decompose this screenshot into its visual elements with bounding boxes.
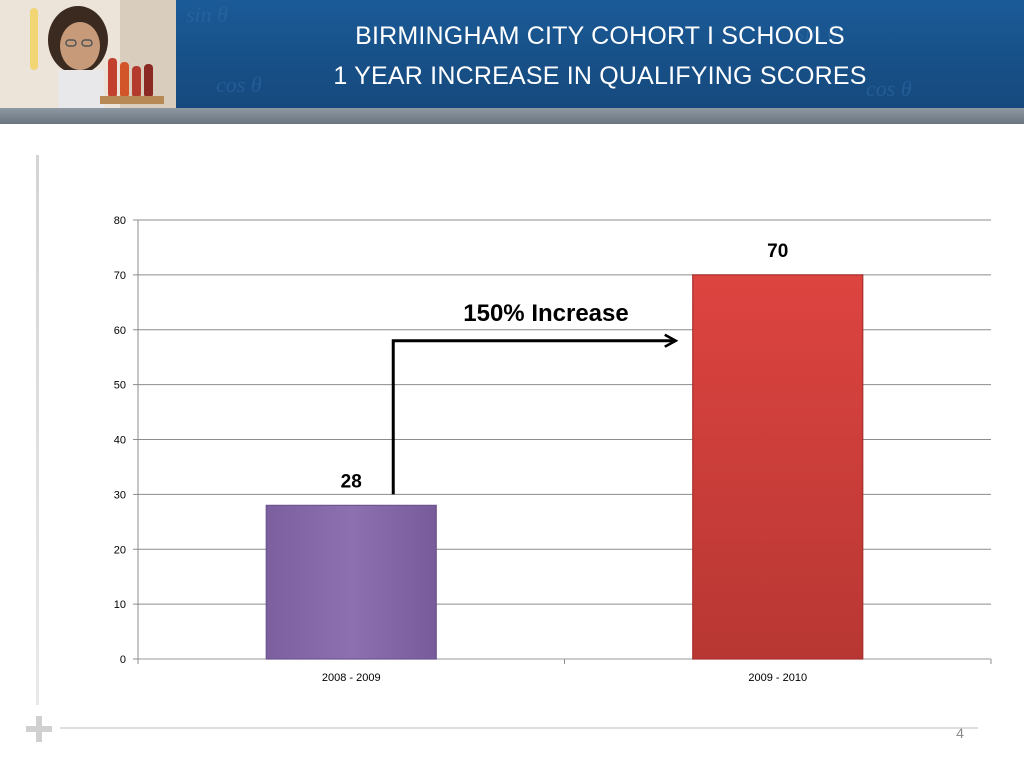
increase-annotation: 150% Increase: [463, 300, 628, 327]
x-tick-label: 2009 - 2010: [748, 672, 807, 684]
y-tick-label: 80: [114, 215, 126, 227]
header-divider-bar: [0, 108, 1024, 124]
y-tick-label: 70: [114, 270, 126, 282]
increase-arrow: [391, 341, 675, 495]
y-tick-label: 0: [120, 654, 126, 666]
page-number: 4: [956, 725, 964, 741]
footer-rule: [60, 727, 978, 729]
y-tick-label: 20: [114, 544, 126, 556]
header-decoration: sin θ sin θ cos θ cos θ: [186, 2, 912, 101]
data-label: 28: [341, 471, 362, 492]
data-label: 70: [767, 241, 788, 262]
left-accent-rule: [36, 155, 39, 705]
x-tick-label: 2008 - 2009: [322, 672, 381, 684]
header-photo: [0, 0, 176, 108]
scientist-photo-illustration: [0, 0, 176, 108]
bar-2: [692, 274, 864, 660]
formula-decoration: sin θ: [796, 20, 838, 45]
formula-decoration: cos θ: [216, 72, 262, 97]
formula-decoration: cos θ: [866, 76, 912, 101]
y-tick-label: 30: [114, 489, 126, 501]
slide-title-line2: 1 YEAR INCREASE IN QUALIFYING SCORES: [333, 62, 867, 90]
y-tick-label: 50: [114, 380, 126, 392]
y-tick-label: 40: [114, 435, 126, 447]
formula-decoration: sin θ: [186, 2, 228, 27]
y-tick-label: 60: [114, 325, 126, 337]
slide-title-line1: BIRMINGHAM CITY COHORT I SCHOOLS: [355, 22, 845, 50]
bar-1: [265, 504, 437, 660]
plus-icon: [26, 716, 52, 742]
y-tick-label: 10: [114, 599, 126, 611]
